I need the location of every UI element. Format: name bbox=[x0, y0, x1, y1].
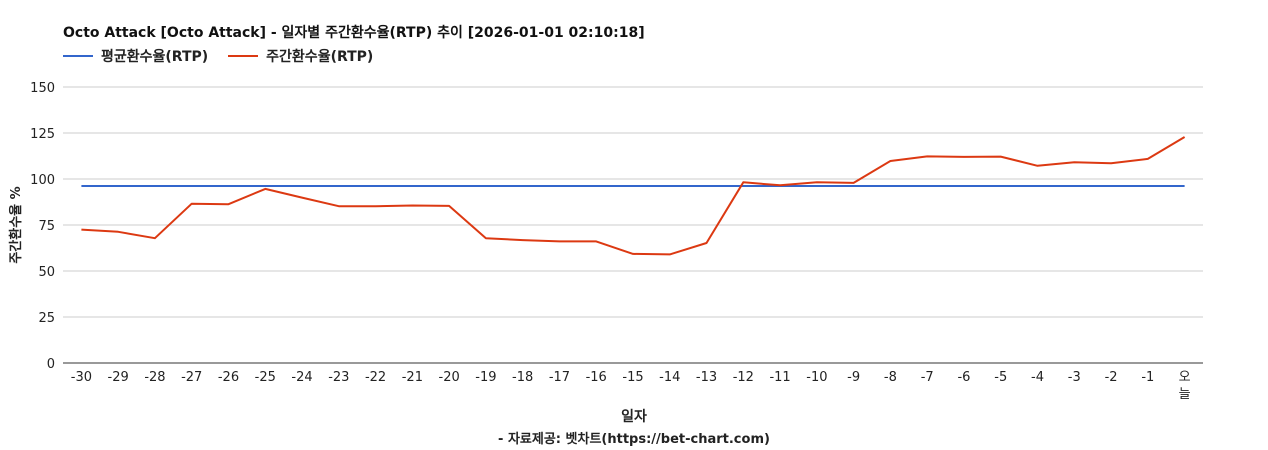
x-tick-label: -26 bbox=[218, 370, 239, 385]
x-tick-label: -15 bbox=[622, 370, 643, 385]
x-tick-label: -18 bbox=[512, 370, 533, 385]
y-tick-label: 50 bbox=[38, 265, 55, 280]
x-tick-label: -11 bbox=[769, 370, 790, 385]
x-tick-label: -16 bbox=[586, 370, 607, 385]
y-tick-label: 100 bbox=[30, 173, 55, 188]
x-tick-label: -12 bbox=[733, 370, 754, 385]
legend-item-weekly[interactable]: 주간환수율(RTP) bbox=[228, 46, 373, 66]
x-tick-label: -7 bbox=[921, 370, 934, 385]
x-tick-label: -14 bbox=[659, 370, 680, 385]
x-tick-label: -10 bbox=[806, 370, 827, 385]
y-axis-title: 주간환수율 % bbox=[8, 186, 24, 263]
x-tick-label: -13 bbox=[696, 370, 717, 385]
y-tick-label: 75 bbox=[38, 219, 55, 234]
x-tick-label: -22 bbox=[365, 370, 386, 385]
x-tick-label: -29 bbox=[108, 370, 129, 385]
grid-lines bbox=[63, 86, 1203, 364]
x-tick-label: -3 bbox=[1068, 370, 1081, 385]
x-tick-label: -27 bbox=[181, 370, 202, 385]
x-tick-label: -1 bbox=[1141, 370, 1154, 385]
legend-swatch-weekly bbox=[228, 55, 259, 57]
series-line-weekly bbox=[81, 136, 1186, 256]
x-tick-label: -8 bbox=[884, 370, 897, 385]
data-credit: - 자료제공: 벳차트(https://bet-chart.com) bbox=[498, 432, 770, 447]
x-tick-label: -19 bbox=[475, 370, 496, 385]
legend-label-weekly: 주간환수율(RTP) bbox=[266, 49, 374, 65]
legend-swatch-average bbox=[63, 55, 93, 57]
x-tick-label: -24 bbox=[291, 370, 312, 385]
y-tick-label: 150 bbox=[30, 81, 55, 96]
x-tick-label: -17 bbox=[549, 370, 570, 385]
chart-title: Octo Attack [Octo Attack] - 일자별 주간환수율(RT… bbox=[63, 25, 645, 41]
x-tick-label: -5 bbox=[994, 370, 1007, 385]
x-tick-label: -21 bbox=[402, 370, 423, 385]
x-tick-label: -23 bbox=[328, 370, 349, 385]
x-tick-label: -2 bbox=[1105, 370, 1118, 385]
y-tick-label: 0 bbox=[47, 357, 55, 372]
x-axis-title: 일자 bbox=[621, 409, 647, 425]
x-tick-label: -20 bbox=[439, 370, 460, 385]
x-tick-label: -25 bbox=[255, 370, 276, 385]
x-tick-label: -6 bbox=[957, 370, 970, 385]
x-tick-label: -30 bbox=[71, 370, 92, 385]
y-axis-ticks: 0 25 50 75 100 125 150 bbox=[30, 81, 55, 372]
series-lines bbox=[81, 136, 1186, 256]
x-tick-label: -4 bbox=[1031, 370, 1044, 385]
x-tick-label: -9 bbox=[847, 370, 860, 385]
y-tick-label: 25 bbox=[38, 311, 55, 326]
legend-label-average: 평균환수율(RTP) bbox=[101, 49, 209, 65]
y-tick-label: 125 bbox=[30, 127, 55, 142]
x-axis-ticks: -30 -29 -28 -27 -26 -25 -24 -23 -22 -21 -20 -19 -18 -… bbox=[71, 370, 1191, 402]
legend: 평균환수율(RTP) 주간환수율(RTP) bbox=[63, 46, 393, 66]
legend-item-average[interactable]: 평균환수율(RTP) bbox=[63, 46, 208, 66]
x-tick-label: -28 bbox=[144, 370, 165, 385]
